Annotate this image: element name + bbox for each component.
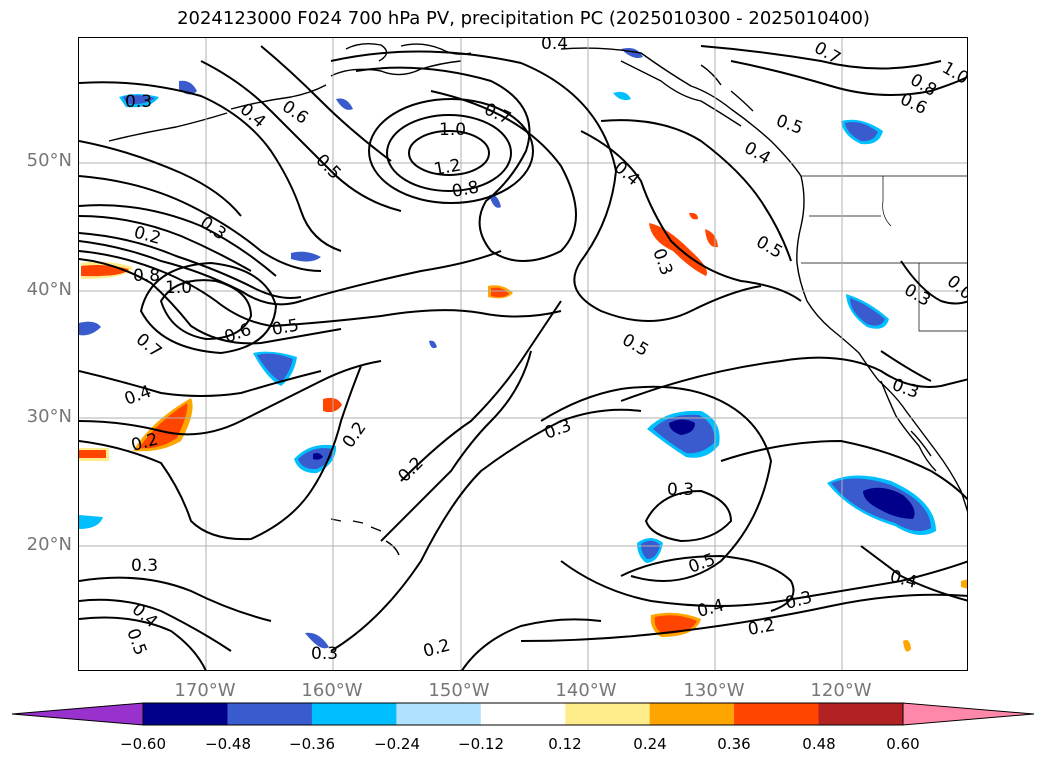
contour-label: 0.4	[888, 567, 919, 593]
contour-label: 0.2	[394, 453, 427, 486]
colorbar-segment	[565, 703, 651, 725]
colorbar-tick: −0.48	[205, 735, 251, 753]
colorbar-segments	[143, 703, 904, 725]
contour-label: 0.4	[695, 596, 726, 622]
contour-labels: 0.4 0.7 1.0 0.8 0.6 0.3 0.4 0.6 0.5 0.7 …	[122, 38, 969, 664]
graticule	[79, 38, 967, 670]
contour-label: 0.8	[133, 266, 160, 286]
lon-label-160w: 160°W	[301, 680, 363, 701]
lat-label-20n: 20°N	[26, 534, 72, 555]
contour-label: 0.4	[541, 38, 568, 54]
contour-label: 0.3	[125, 92, 152, 112]
contour-label: 0.4	[122, 382, 154, 410]
contour-label: 0.3	[542, 416, 574, 444]
contour-label: 0.2	[129, 430, 160, 456]
colorbar-segment	[480, 703, 566, 725]
lat-label-40n: 40°N	[26, 279, 72, 300]
colorbar-segment	[227, 703, 313, 725]
contour-label: 0.0	[943, 272, 968, 305]
colorbar-extend-high	[902, 702, 1035, 726]
contour-label: 1.0	[165, 278, 192, 298]
colorbar-segment	[649, 703, 735, 725]
colorbar-tick: 0.12	[548, 735, 582, 753]
colorbar-segment	[734, 703, 820, 725]
lon-label-150w: 150°W	[428, 680, 490, 701]
colorbar-tick: 0.24	[633, 735, 667, 753]
colorbar-segment	[396, 703, 482, 725]
map-panel: 0.4 0.7 1.0 0.8 0.6 0.3 0.4 0.6 0.5 0.7 …	[78, 37, 968, 671]
colorbar-segment	[311, 703, 397, 725]
contour-label: 0.5	[773, 111, 805, 139]
lon-label-120w: 120°W	[810, 680, 872, 701]
colorbar-segment	[818, 703, 904, 725]
contour-label: 0.3	[131, 556, 158, 576]
map-title: 2024123000 F024 700 hPa PV, precipitatio…	[177, 8, 870, 29]
contour-label: 0.2	[132, 223, 163, 249]
political-borders	[801, 175, 967, 332]
colorbar	[11, 702, 1035, 726]
contour-label: 0.2	[421, 636, 452, 662]
colorbar-extend-low	[11, 702, 144, 726]
contour-label: 0.5	[122, 626, 150, 658]
lat-label-50n: 50°N	[26, 150, 72, 171]
contour-label: 0.3	[311, 644, 338, 664]
lat-label-30n: 30°N	[26, 406, 72, 427]
contour-label: 0.2	[746, 616, 776, 640]
contour-label: 0.5	[270, 316, 300, 340]
contour-label: 0.3	[889, 375, 921, 403]
colorbar-tick: −0.12	[458, 735, 504, 753]
contour-label: 0.3	[648, 246, 676, 278]
contour-label: 0.4	[128, 600, 162, 633]
colorbar-frame	[142, 702, 904, 726]
colorbar-tick: 0.60	[886, 735, 920, 753]
map-canvas: 0.4 0.7 1.0 0.8 0.6 0.3 0.4 0.6 0.5 0.7 …	[79, 38, 969, 670]
contour-label: 0.3	[667, 480, 694, 500]
lon-label-170w: 170°W	[174, 680, 236, 701]
contour-label: 0.4	[741, 138, 774, 169]
colorbar-segment	[143, 703, 228, 725]
contour-label: 0.2	[339, 418, 371, 452]
contour-label: 1.0	[939, 58, 969, 89]
contour-label: 0.5	[686, 550, 718, 578]
colorbar-tick: 0.48	[802, 735, 836, 753]
contour-label: 1.2	[432, 156, 462, 180]
contour-label: 1.0	[439, 120, 466, 140]
contour-label: 0.3	[901, 280, 934, 311]
lon-label-130w: 130°W	[683, 680, 745, 701]
contour-label: 0.5	[619, 330, 652, 361]
lon-label-140w: 140°W	[555, 680, 617, 701]
contour-label: 0.8	[450, 178, 480, 202]
pv-contours	[79, 45, 967, 670]
colorbar-tick: −0.60	[120, 735, 166, 753]
colorbar-tick: −0.36	[289, 735, 335, 753]
colorbar-tick: 0.36	[717, 735, 751, 753]
precip-anomaly-shading	[79, 48, 967, 652]
colorbar-tick: −0.24	[374, 735, 420, 753]
coastline-layer	[108, 42, 967, 556]
